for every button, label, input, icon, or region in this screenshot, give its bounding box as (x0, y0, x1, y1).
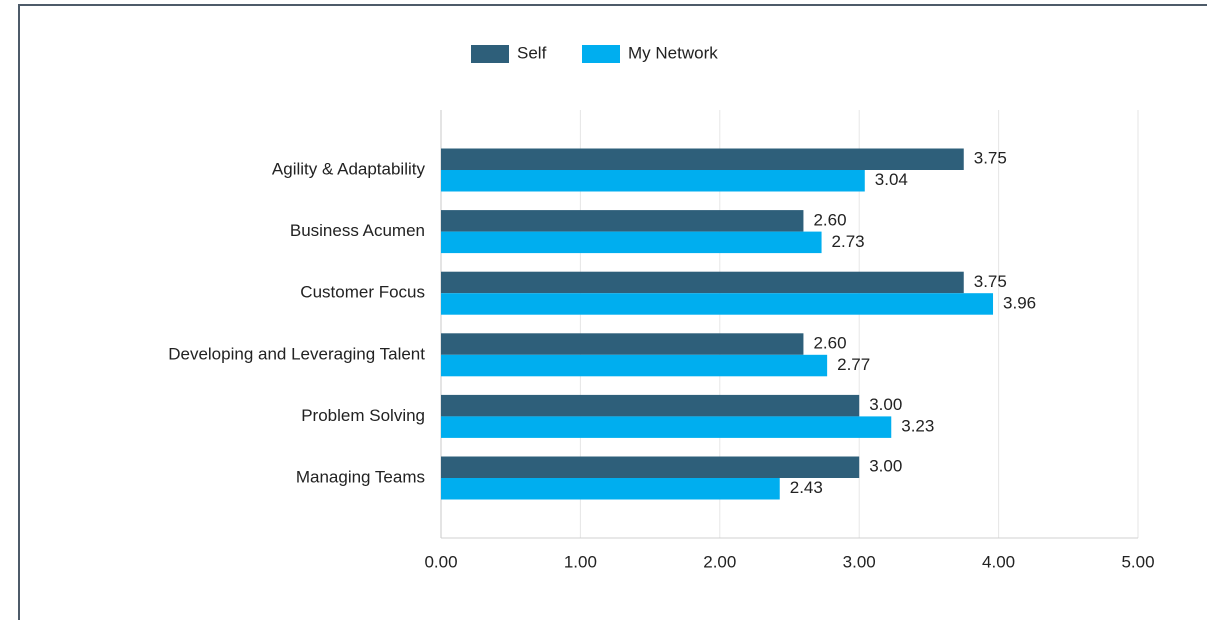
value-label: 2.77 (837, 355, 870, 374)
y-tick-label: Agility & Adaptability (272, 159, 426, 178)
value-label: 3.04 (875, 170, 908, 189)
frame (18, 4, 1207, 620)
value-label: 3.00 (869, 395, 902, 414)
bar (441, 271, 964, 294)
bar (441, 354, 828, 377)
value-label: 2.73 (832, 232, 865, 251)
bar (441, 394, 860, 417)
x-tick-label: 2.00 (703, 552, 736, 571)
x-tick-label: 0.00 (424, 552, 457, 571)
legend-swatch (471, 45, 509, 63)
value-label: 2.60 (813, 334, 846, 353)
bar (441, 478, 780, 500)
value-label: 2.60 (813, 210, 846, 229)
bar (441, 210, 804, 232)
bar (441, 231, 822, 254)
bar (441, 333, 804, 355)
legend-swatch (582, 45, 620, 63)
y-tick-label: Business Acumen (290, 221, 425, 240)
x-tick-label: 5.00 (1121, 552, 1154, 571)
bar (441, 293, 994, 315)
bar (441, 148, 964, 170)
y-tick-label: Problem Solving (301, 406, 425, 425)
y-tick-label: Customer Focus (300, 283, 425, 302)
value-label: 2.43 (790, 478, 823, 497)
x-tick-label: 4.00 (982, 552, 1015, 571)
legend-label: My Network (628, 43, 718, 62)
y-tick-label: Developing and Leveraging Talent (168, 344, 425, 363)
value-label: 3.96 (1003, 293, 1036, 312)
x-tick-label: 3.00 (843, 552, 876, 571)
value-label: 3.00 (869, 457, 902, 476)
bar (441, 456, 860, 478)
bar (441, 170, 865, 192)
legend-label: Self (517, 43, 547, 62)
value-label: 3.75 (974, 272, 1007, 291)
x-tick-label: 1.00 (564, 552, 597, 571)
value-label: 3.75 (974, 149, 1007, 168)
bar (441, 416, 892, 438)
value-label: 3.23 (901, 417, 934, 436)
y-tick-label: Managing Teams (296, 467, 425, 486)
